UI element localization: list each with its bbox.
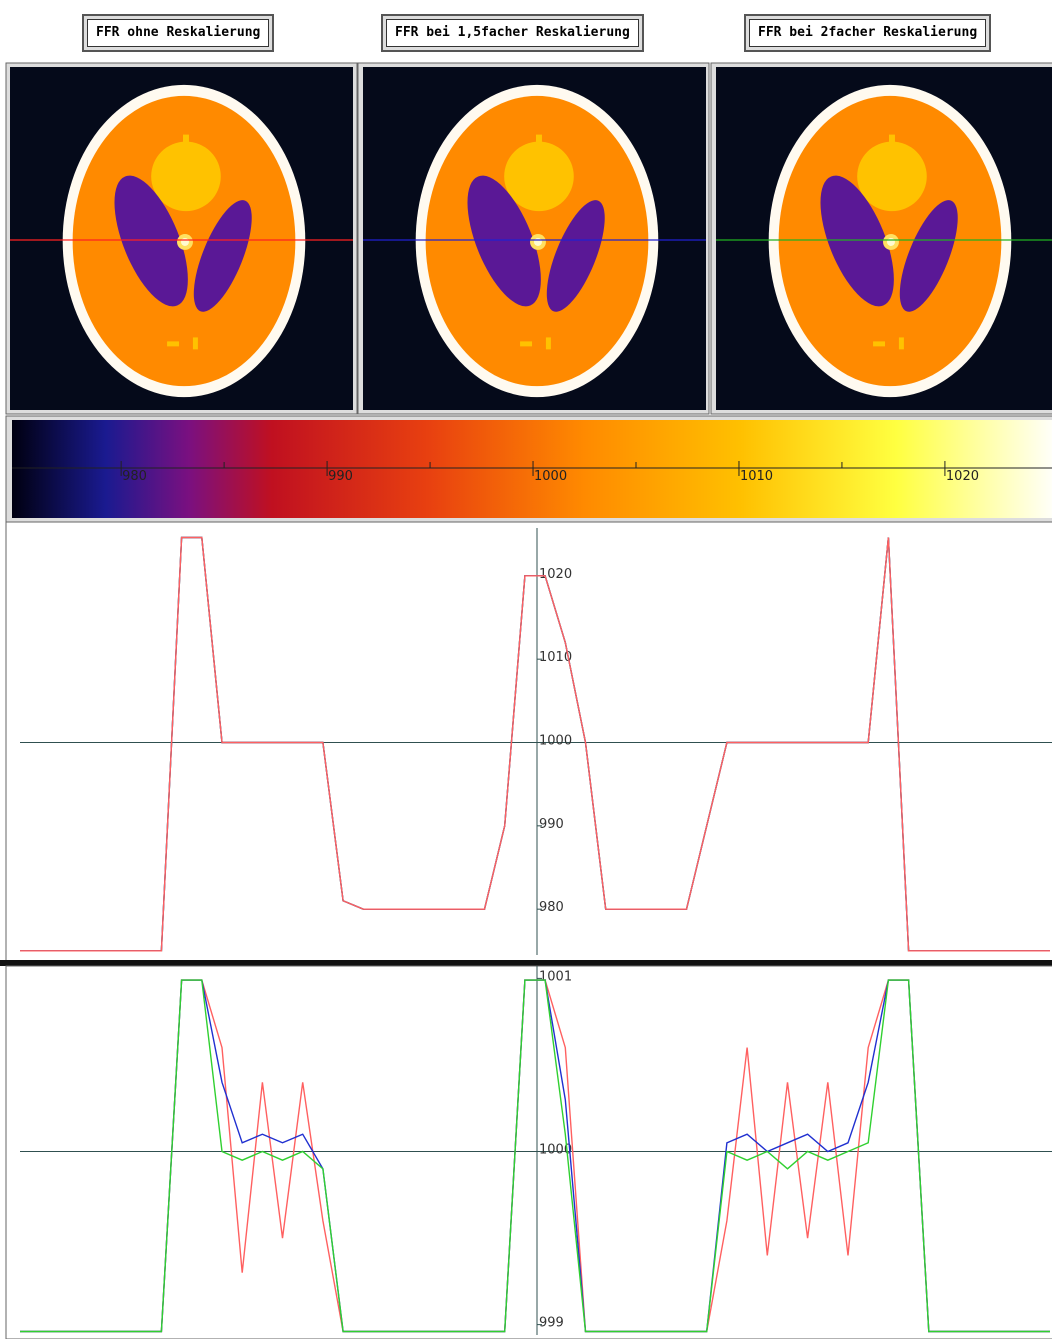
profile-curve (20, 980, 1050, 1331)
app-window: FFR ohne Reskalierung FFR bei 1,5facher … (0, 0, 1052, 1339)
profile-curve (20, 980, 1050, 1331)
image-panels (6, 63, 1052, 414)
profile-curve (20, 538, 1050, 951)
y-tick-label: 1001 (539, 969, 572, 984)
y-tick-label: 1000 (539, 734, 572, 749)
profile-curve (20, 538, 1050, 951)
phantom-image (363, 67, 706, 410)
button[interactable]: FFR ohne Reskalierung (82, 14, 274, 52)
button[interactable]: FFR bei 1,5facher Reskalierung (381, 14, 644, 52)
phantom-image (716, 67, 1052, 410)
y-tick-label: 999 (539, 1316, 564, 1331)
tick-label: 980 (122, 469, 147, 484)
y-tick-label: 980 (539, 900, 564, 915)
profile-curve (20, 980, 1050, 1331)
y-tick-label: 1020 (539, 567, 572, 582)
profile-curve (20, 538, 1050, 951)
tick-label: 1010 (740, 469, 773, 484)
canvas: 980 990 1000 1010 1020 980 990 1000 1010 1020 999 1… (0, 0, 1052, 1339)
colorbar (12, 420, 1052, 518)
button[interactable]: FFR bei 2facher Reskalierung (744, 14, 991, 52)
y-tick-label: 1000 (539, 1143, 572, 1158)
phantom-image (10, 67, 353, 410)
tick-label: 1000 (534, 469, 567, 484)
tick-label: 990 (328, 469, 353, 484)
y-tick-label: 990 (539, 817, 564, 832)
y-tick-label: 1010 (539, 650, 572, 665)
tick-label: 1020 (946, 469, 979, 484)
